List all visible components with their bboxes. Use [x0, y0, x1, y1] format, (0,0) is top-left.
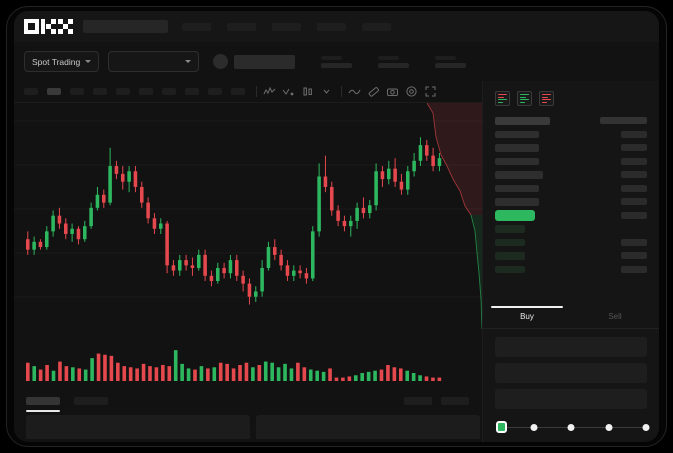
order-book-bid-row[interactable] — [495, 249, 647, 263]
toolbar-divider — [341, 86, 342, 97]
bids-only-view-icon[interactable] — [517, 91, 532, 106]
depth-chart-overlay — [427, 103, 482, 329]
timeframe-button-3[interactable] — [70, 88, 84, 95]
order-percent-slider[interactable] — [496, 421, 650, 433]
fullscreen-icon[interactable] — [424, 85, 437, 98]
chevron-down-icon[interactable] — [320, 85, 333, 98]
chevron-down-icon — [185, 60, 192, 63]
slider-stop-100[interactable] — [642, 423, 650, 431]
slider-stop-25[interactable] — [530, 423, 537, 431]
volume-chart — [14, 329, 482, 389]
nav-item-1[interactable] — [182, 22, 211, 31]
bottom-panel-right[interactable] — [256, 415, 480, 439]
market-stat-2 — [378, 55, 410, 68]
bottom-panels — [14, 415, 482, 442]
order-book-ask-row[interactable] — [495, 182, 647, 196]
timeframe-button-1[interactable] — [24, 88, 38, 95]
order-book-bid-row[interactable] — [495, 236, 647, 250]
okx-logo[interactable] — [24, 19, 73, 34]
order-book-panel: Buy Sell — [482, 81, 659, 442]
order-book-ask-row[interactable] — [495, 141, 647, 155]
stat-value — [435, 62, 467, 68]
orders-action-1[interactable] — [404, 396, 432, 405]
chevron-down-icon — [85, 60, 92, 63]
timeframe-button-5[interactable] — [116, 88, 130, 95]
trading-mode-label: Spot Trading — [32, 56, 81, 67]
market-stat-1 — [321, 55, 353, 68]
candlestick-chart[interactable] — [14, 103, 482, 329]
orders-action-2[interactable] — [441, 396, 469, 405]
timeframe-button-4[interactable] — [93, 88, 107, 95]
nav-item-5[interactable] — [362, 22, 391, 31]
slider-handle[interactable] — [496, 421, 507, 433]
search-input[interactable] — [83, 20, 168, 33]
tab-open-orders[interactable] — [26, 396, 60, 412]
nav-item-2[interactable] — [227, 22, 256, 31]
settings-icon[interactable] — [405, 85, 418, 98]
nav-item-4[interactable] — [317, 22, 346, 31]
timeframe-button-2[interactable] — [47, 88, 61, 95]
stat-label — [321, 55, 343, 60]
timeframe-button-8[interactable] — [185, 88, 199, 95]
tab-sell[interactable]: Sell — [608, 312, 622, 321]
order-total-input[interactable] — [495, 389, 647, 409]
order-entry-form — [483, 329, 659, 409]
order-book-header-row — [495, 114, 647, 128]
stat-label — [378, 55, 400, 60]
order-book-ask-row[interactable] — [495, 168, 647, 182]
bottom-panel-left[interactable] — [26, 415, 250, 439]
stat-label — [435, 55, 457, 60]
market-stat-3 — [435, 55, 467, 68]
ruler-icon[interactable] — [367, 85, 380, 98]
volume-series — [26, 350, 442, 381]
candlestick-series — [14, 120, 482, 305]
token-avatar — [213, 54, 229, 69]
chart-type-icon[interactable] — [301, 85, 314, 98]
line-chart-icon[interactable] — [348, 85, 361, 98]
trading-pair-selector[interactable] — [108, 51, 200, 72]
compare-icon[interactable] — [282, 85, 295, 98]
tab-buy[interactable]: Buy — [483, 306, 571, 328]
orders-toolbar-actions — [404, 396, 482, 405]
both-sides-view-icon[interactable] — [495, 91, 510, 106]
order-side-tabs: Buy Sell — [483, 306, 659, 329]
order-book-view-modes — [483, 81, 659, 112]
order-book-ask-row[interactable] — [495, 128, 647, 142]
order-amount-input[interactable] — [495, 363, 647, 383]
order-book-ask-row[interactable] — [495, 155, 647, 169]
order-book-bid-row[interactable] — [495, 222, 647, 236]
toolbar-divider — [256, 86, 257, 97]
trading-mode-selector[interactable]: Spot Trading — [24, 51, 100, 72]
market-header-bar: Spot Trading — [14, 42, 659, 81]
top-navigation-bar — [14, 11, 659, 42]
order-book-rows[interactable] — [483, 112, 659, 302]
nav-item-3[interactable] — [272, 22, 301, 31]
order-book-ask-row[interactable] — [495, 195, 647, 209]
timeframe-button-10[interactable] — [231, 88, 245, 95]
timeframe-button-7[interactable] — [162, 88, 176, 95]
order-book-bid-row[interactable] — [495, 263, 647, 277]
timeframe-button-6[interactable] — [139, 88, 153, 95]
app-screen: Spot Trading — [14, 11, 659, 442]
orders-tab-bar — [14, 389, 482, 412]
stat-value — [321, 62, 353, 68]
asks-only-view-icon[interactable] — [539, 91, 554, 106]
logo-o-glyph — [24, 19, 39, 34]
tab-order-history[interactable] — [74, 396, 108, 405]
last-price-value — [234, 54, 296, 69]
order-price-input[interactable] — [495, 337, 647, 357]
logo-x-glyph — [58, 19, 73, 34]
slider-stop-50[interactable] — [567, 423, 575, 431]
slider-stop-75[interactable] — [605, 423, 612, 431]
camera-icon[interactable] — [386, 85, 399, 98]
indicators-icon[interactable] — [263, 85, 276, 98]
timeframe-button-9[interactable] — [208, 88, 222, 95]
order-book-spread-row[interactable] — [495, 209, 647, 223]
logo-k-glyph — [41, 19, 56, 34]
stat-value — [378, 62, 410, 68]
